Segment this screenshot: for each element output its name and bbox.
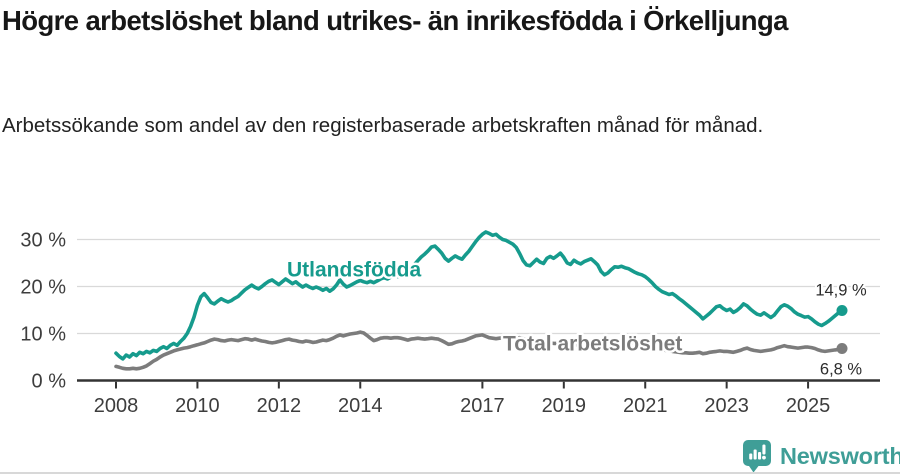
latest-point-total-arbetsloshet <box>836 343 848 355</box>
x-tick-label: 2008 <box>94 395 139 417</box>
logo-bar-3 <box>758 452 762 460</box>
latest-point-utlandsfodda <box>836 304 848 316</box>
y-tick-label: 30 % <box>20 230 66 252</box>
series-line-utlandsfodda <box>114 230 844 361</box>
annotation-layer: Utlandsfödda Total arbetslöshet 14,9 % 6… <box>285 256 870 381</box>
x-tick-label: 2023 <box>704 395 749 417</box>
logo-exclamation-bar <box>762 444 766 455</box>
y-tick-label: 20 % <box>20 277 66 299</box>
logo-bar-1 <box>749 453 753 460</box>
x-tick-label: 2010 <box>175 395 220 417</box>
series-line-total-arbetsloshet <box>114 330 844 371</box>
chart-subtitle: Arbetssökande som andel av den registerb… <box>2 114 764 137</box>
newsworthy-branding: Newsworthy <box>743 440 900 473</box>
page-title: Högre arbetslöshet bland utrikes- än inr… <box>2 5 788 36</box>
latest-value-label-utlandsfodda: 14,9 % <box>815 281 867 299</box>
brand-wordmark: Newsworthy <box>780 443 900 469</box>
y-tick-label: 10 % <box>20 324 66 346</box>
series-label-utlandsfodda: Utlandsfödda <box>287 259 421 282</box>
latest-value-label-total-arbetsloshet: 6,8 % <box>820 361 863 379</box>
series-label-total-arbetsloshet: Total arbetslöshet <box>503 333 682 356</box>
x-tick-label: 2021 <box>623 395 668 417</box>
x-tick-label: 2017 <box>460 395 505 417</box>
logo-badge <box>743 440 771 473</box>
x-tick-label: 2014 <box>338 395 383 417</box>
x-tick-label: 2012 <box>257 395 302 417</box>
series-layer <box>114 230 844 371</box>
x-tick-label: 2025 <box>786 395 831 417</box>
x-axis: 2008 2010 2012 2014 2017 2019 2021 2023 2025 <box>94 381 831 417</box>
bottom-divider <box>0 472 900 474</box>
newsworthy-logo-icon <box>743 440 771 473</box>
logo-exclamation-dot <box>762 455 766 460</box>
x-tick-label: 2019 <box>542 395 587 417</box>
logo-bar-2 <box>753 449 757 460</box>
y-tick-label: 0 % <box>32 371 67 393</box>
